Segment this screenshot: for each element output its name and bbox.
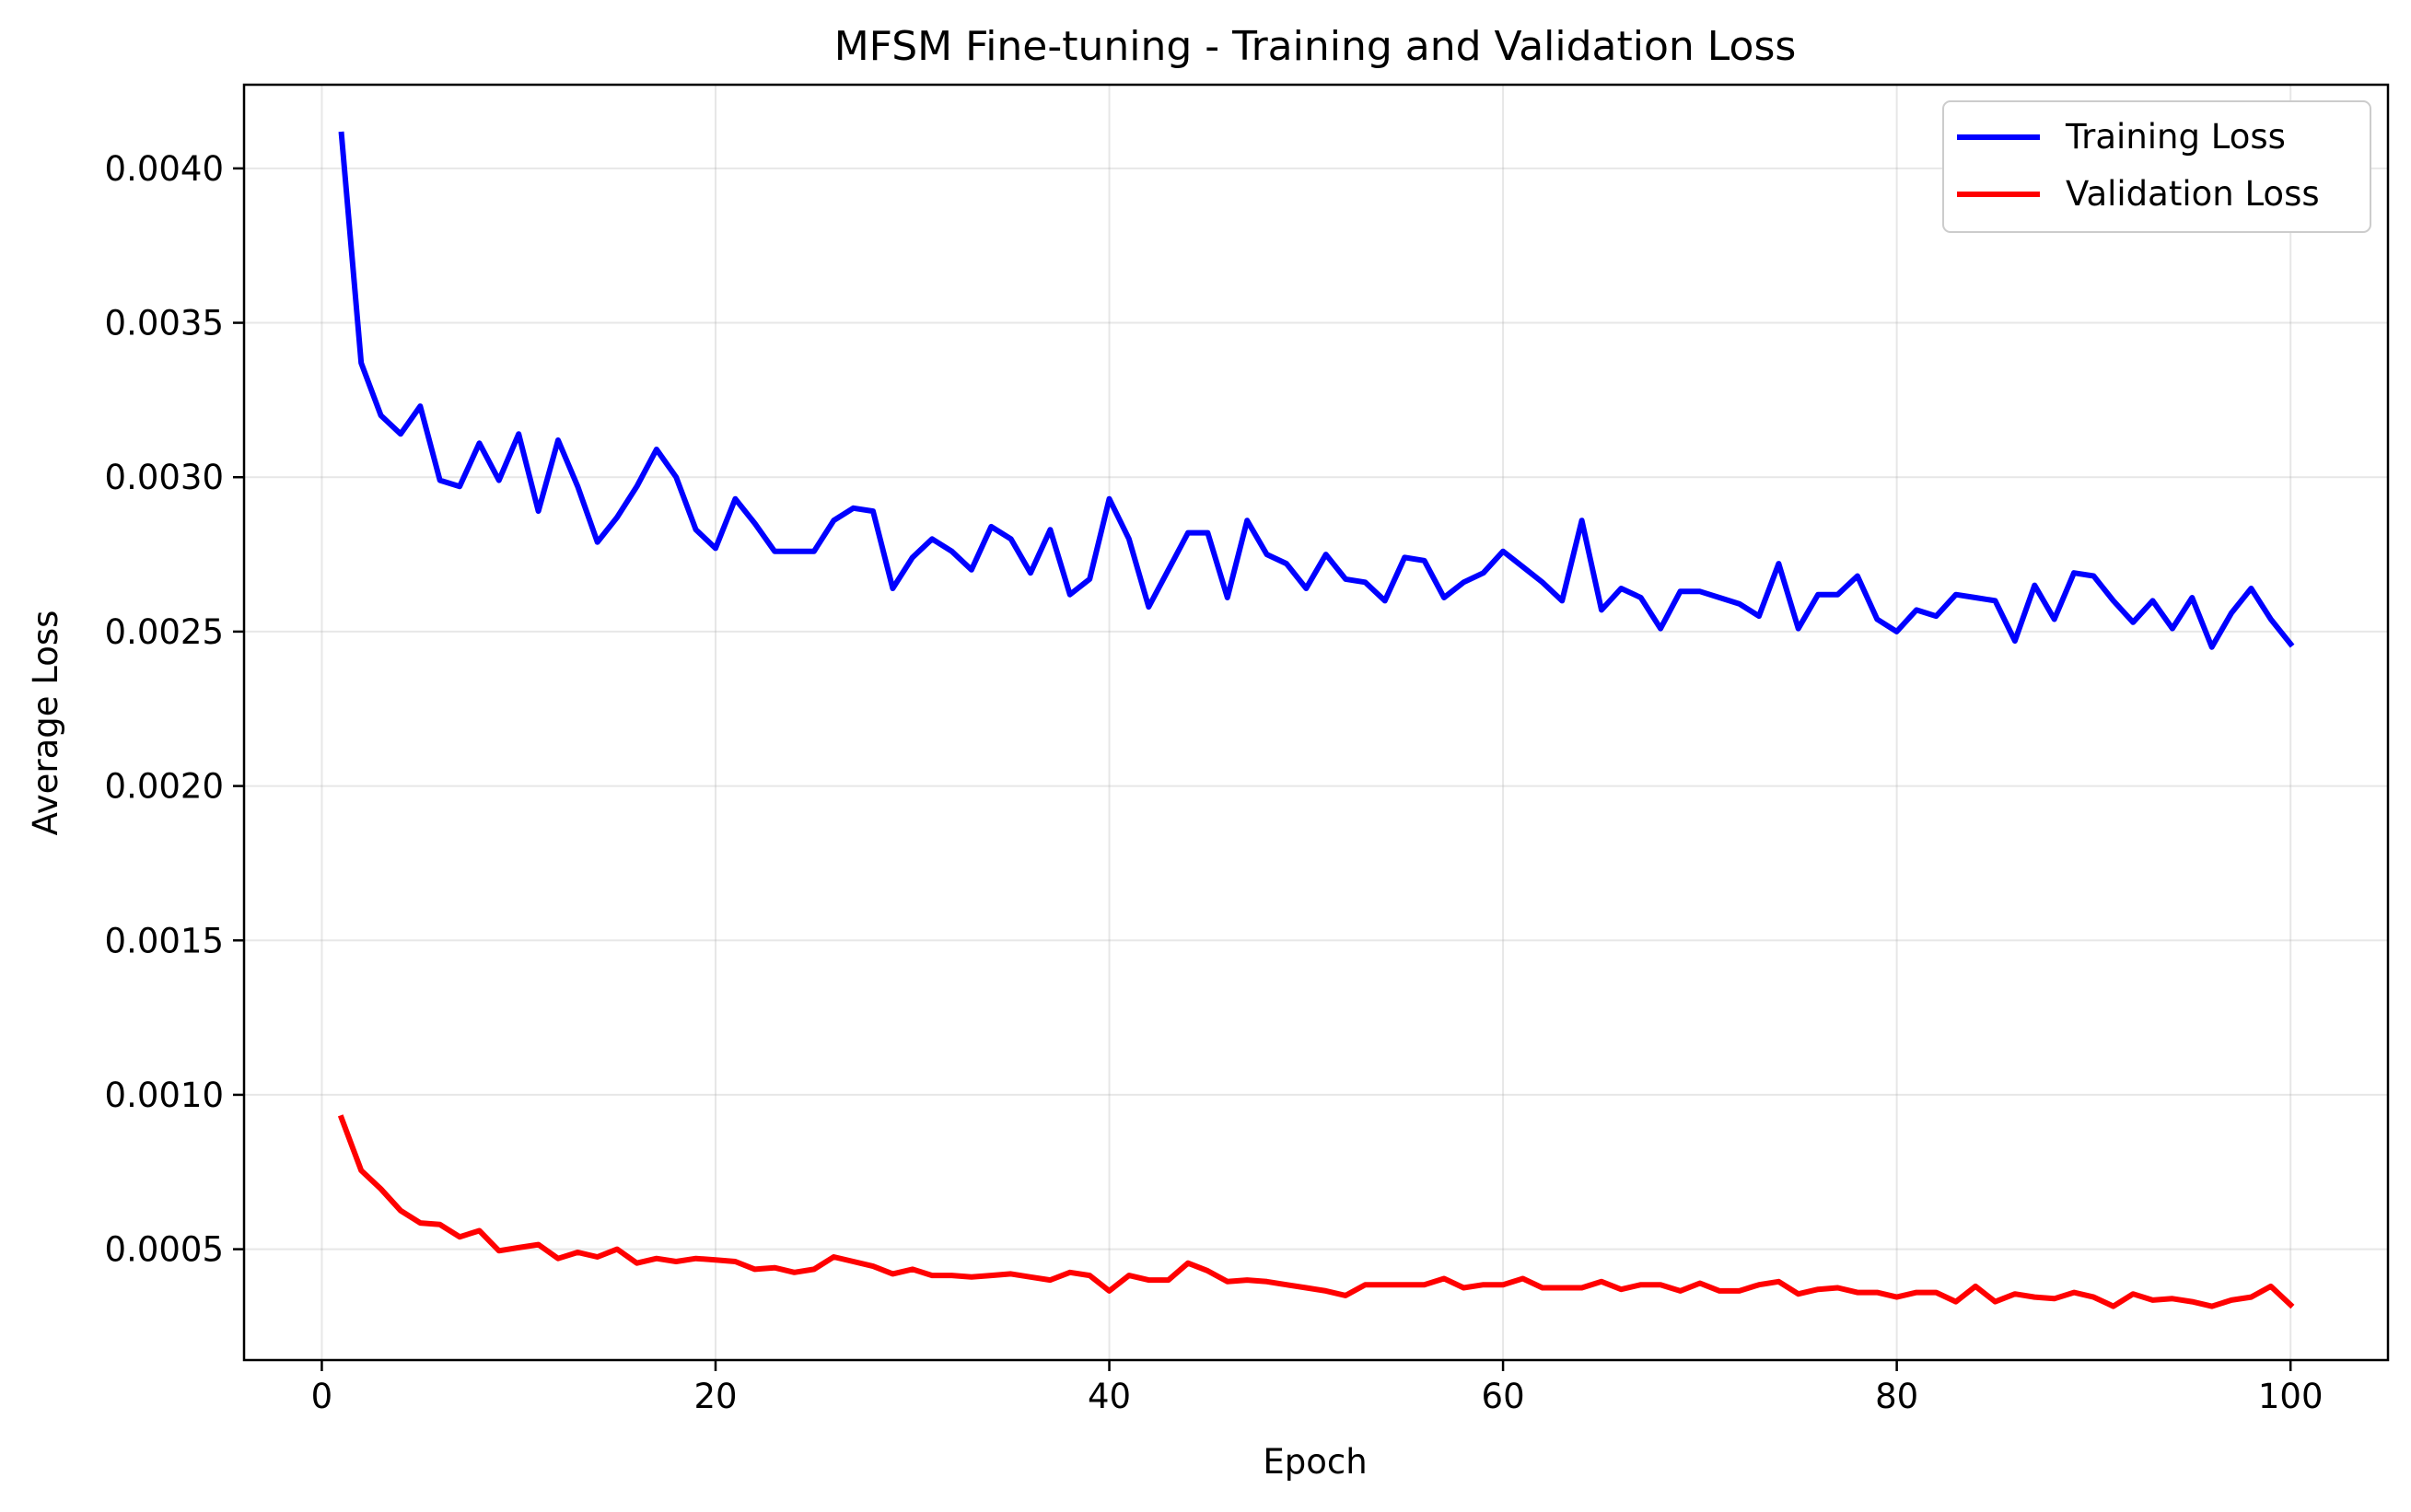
y-axis-label: Average Loss: [26, 611, 65, 836]
x-tick-label: 80: [1875, 1377, 1918, 1416]
x-tick-label: 60: [1482, 1377, 1525, 1416]
series-line-validation-loss: [337, 1114, 2295, 1309]
legend-label-training-loss: Training Loss: [2065, 117, 2286, 157]
y-tick-label: 0.0030: [105, 458, 224, 497]
grid: [244, 85, 2388, 1360]
axis-ticks: 0 20 40 60 80 100 0.0005 0.0010 0.0015 0.0020 0.00…: [105, 149, 2324, 1416]
y-tick-label: 0.0035: [105, 304, 224, 343]
legend-box: [1942, 100, 2371, 233]
series-line-training-loss: [338, 131, 2295, 650]
series-lines: [337, 131, 2295, 1309]
x-axis-label: Epoch: [1263, 1442, 1367, 1482]
x-tick-label: 40: [1088, 1377, 1131, 1416]
y-tick-label: 0.0020: [105, 767, 224, 807]
chart-title: MFSM Fine-tuning - Training and Validati…: [834, 23, 1797, 70]
y-tick-label: 0.0005: [105, 1230, 224, 1270]
legend: Training Loss Validation Loss: [1942, 100, 2371, 233]
y-tick-label: 0.0015: [105, 921, 224, 960]
plot-frame: [242, 83, 2390, 1362]
y-tick-label: 0.0025: [105, 612, 224, 652]
legend-label-validation-loss: Validation Loss: [2066, 174, 2320, 214]
x-tick-label: 20: [693, 1377, 737, 1416]
y-tick-label: 0.0010: [105, 1076, 224, 1115]
x-tick-label: 0: [311, 1377, 333, 1416]
y-tick-label: 0.0040: [105, 149, 224, 189]
x-tick-label: 100: [2258, 1377, 2324, 1416]
